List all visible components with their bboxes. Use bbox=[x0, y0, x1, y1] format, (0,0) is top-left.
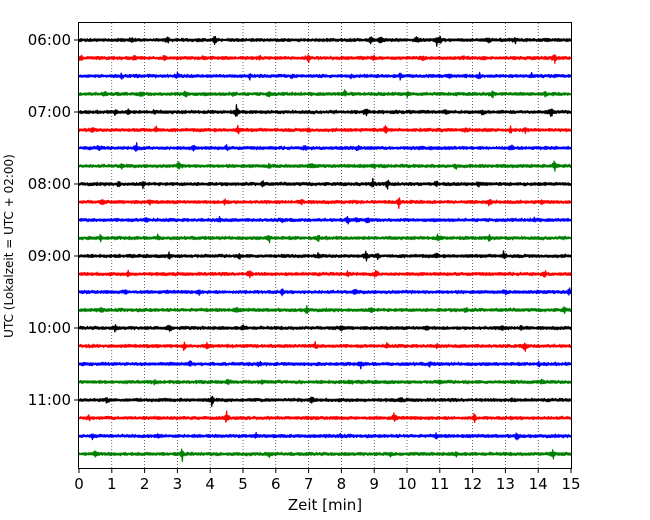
x-axis-ticks: 0 1 2 3 4 5 6 7 8 9 10 11 12 13 14 15 bbox=[74, 468, 581, 493]
trace-row-0745 bbox=[78, 160, 572, 172]
x-tick-label: 6 bbox=[271, 475, 281, 493]
trace-row-1000 bbox=[78, 324, 572, 333]
trace-row-0645 bbox=[78, 89, 572, 99]
trace-row-0630 bbox=[78, 71, 572, 81]
plot-area-frame bbox=[78, 22, 572, 469]
y-tick-label: 09:00 bbox=[28, 247, 71, 265]
x-axis-label: Zeit [min] bbox=[288, 496, 362, 514]
x-tick-label: 3 bbox=[173, 475, 183, 493]
x-tick-label: 13 bbox=[496, 475, 515, 493]
x-tick-label: 4 bbox=[205, 475, 215, 493]
trace-row-1115 bbox=[78, 410, 572, 424]
x-tick-label: 15 bbox=[561, 475, 580, 493]
y-tick-label: 11:00 bbox=[28, 391, 71, 409]
trace-row-1030 bbox=[78, 360, 572, 370]
trace-row-0800 bbox=[78, 177, 572, 190]
trace-row-0600 bbox=[78, 35, 572, 47]
y-tick-label: 08:00 bbox=[28, 175, 71, 193]
y-tick-label: 06:00 bbox=[28, 31, 71, 49]
trace-row-0700 bbox=[78, 104, 572, 117]
trace-row-1145 bbox=[78, 448, 572, 462]
x-tick-label: 8 bbox=[337, 475, 347, 493]
y-tick-label: 10:00 bbox=[28, 319, 71, 337]
trace-row-0615 bbox=[78, 54, 572, 64]
trace-row-1130 bbox=[78, 431, 572, 441]
x-tick-label: 12 bbox=[463, 475, 482, 493]
trace-row-0730 bbox=[78, 142, 572, 152]
trace-row-0930 bbox=[78, 287, 572, 297]
x-tick-label: 10 bbox=[397, 475, 416, 493]
trace-row-0900 bbox=[78, 250, 572, 262]
y-axis-label: UTC (Lokalzeit = UTC + 02:00) bbox=[2, 154, 16, 338]
vertical-grid bbox=[111, 23, 539, 468]
x-tick-label: 7 bbox=[304, 475, 314, 493]
trace-row-1015 bbox=[78, 340, 572, 352]
x-tick-label: 14 bbox=[529, 475, 548, 493]
y-tick-label: 07:00 bbox=[28, 103, 71, 121]
x-tick-label: 1 bbox=[107, 475, 117, 493]
x-tick-label: 9 bbox=[369, 475, 379, 493]
trace-row-1045 bbox=[78, 378, 572, 386]
trace-lines bbox=[78, 35, 572, 462]
x-tick-label: 11 bbox=[430, 475, 449, 493]
trace-row-0815 bbox=[78, 197, 572, 210]
trace-row-0915 bbox=[78, 269, 572, 279]
trace-row-0715 bbox=[78, 124, 572, 135]
trace-row-0830 bbox=[78, 215, 572, 225]
x-tick-label: 0 bbox=[74, 475, 84, 493]
trace-row-0845 bbox=[78, 233, 572, 244]
x-tick-label: 5 bbox=[238, 475, 248, 493]
x-tick-label: 2 bbox=[140, 475, 150, 493]
trace-row-1100 bbox=[78, 395, 572, 408]
y-axis-ticks: 06:00 07:00 08:00 09:00 10:00 11:00 bbox=[28, 31, 79, 409]
trace-row-0945 bbox=[78, 305, 572, 315]
